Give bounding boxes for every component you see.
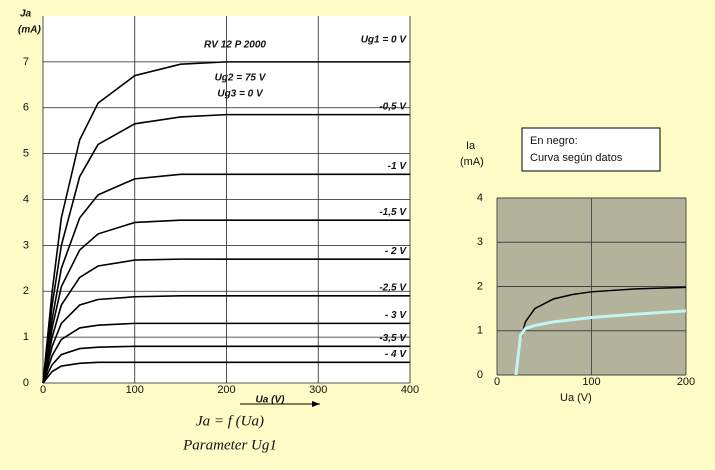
curve bbox=[42, 219, 410, 384]
series-label: - 3 V bbox=[385, 310, 407, 321]
x-tick-label: 0 bbox=[494, 376, 500, 388]
curve bbox=[42, 258, 410, 384]
y-tick-label: 6 bbox=[23, 102, 29, 114]
series-label: -1,5 V bbox=[379, 207, 407, 218]
y-tick-label: 2 bbox=[23, 285, 29, 297]
y-label: Ja bbox=[20, 9, 32, 20]
y-tick-label: 0 bbox=[477, 369, 483, 381]
x-label: Ua (V) bbox=[256, 395, 286, 406]
y-tick-label: 7 bbox=[23, 56, 29, 68]
curve bbox=[42, 61, 410, 384]
series-label: -3,5 V bbox=[379, 333, 407, 344]
y-unit: (mA) bbox=[460, 156, 484, 168]
curve bbox=[514, 309, 687, 376]
curve bbox=[42, 345, 410, 384]
curve bbox=[42, 113, 410, 384]
y-unit: (mA) bbox=[18, 25, 41, 36]
annotation: Ug2 = 75 V bbox=[215, 73, 267, 84]
annotation: RV 12 P 2000 bbox=[204, 40, 266, 51]
formula: Ja = f (Ua) bbox=[196, 413, 264, 429]
series-label: - 4 V bbox=[385, 349, 407, 360]
y-tick-label: 3 bbox=[23, 239, 29, 251]
series-label: -1 V bbox=[388, 161, 408, 172]
y-tick-label: 3 bbox=[477, 236, 483, 248]
y-tick-label: 4 bbox=[23, 193, 29, 205]
note: Curva según datos bbox=[530, 152, 623, 164]
x-tick-label: 200 bbox=[217, 384, 235, 396]
note-box bbox=[521, 127, 661, 172]
x-tick-label: 200 bbox=[677, 376, 695, 388]
series-label: -0,5 V bbox=[379, 101, 407, 112]
curve bbox=[42, 322, 410, 384]
x-label: Ua (V) bbox=[560, 392, 592, 404]
series-label: -2,5 V bbox=[379, 282, 407, 293]
arrow-head bbox=[312, 401, 320, 407]
y-tick-label: 4 bbox=[477, 192, 483, 204]
series-label: Ug1 = 0 V bbox=[361, 35, 408, 46]
parameter: Parameter Ug1 bbox=[182, 437, 277, 453]
x-tick-label: 400 bbox=[401, 384, 419, 396]
x-tick-label: 300 bbox=[309, 384, 327, 396]
note: En negro: bbox=[530, 135, 578, 147]
y-tick-label: 5 bbox=[23, 148, 29, 160]
x-tick-label: 100 bbox=[582, 376, 600, 388]
curve bbox=[42, 361, 410, 384]
y-label: Ia bbox=[466, 140, 476, 152]
curve bbox=[42, 295, 410, 384]
y-tick-label: 0 bbox=[23, 377, 29, 389]
y-tick-label: 2 bbox=[477, 280, 483, 292]
x-tick-label: 100 bbox=[126, 384, 144, 396]
y-tick-label: 1 bbox=[23, 331, 29, 343]
annotation: Ug3 = 0 V bbox=[217, 89, 264, 100]
curve bbox=[42, 173, 410, 384]
series-label: - 2 V bbox=[385, 246, 407, 257]
x-tick-label: 0 bbox=[40, 384, 46, 396]
y-tick-label: 1 bbox=[477, 325, 483, 337]
